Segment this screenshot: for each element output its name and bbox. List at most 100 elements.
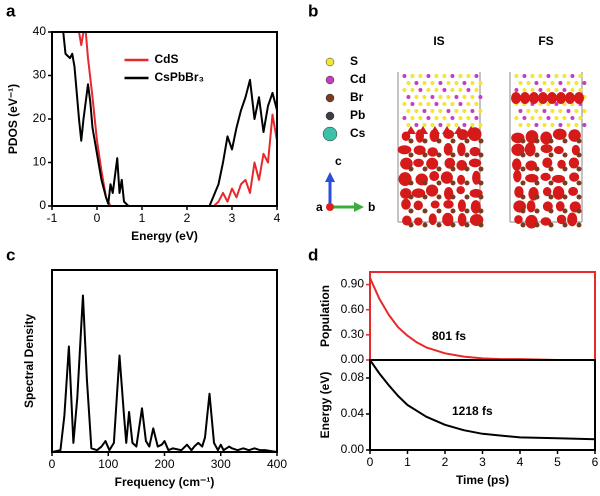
- atom: [402, 116, 407, 120]
- density: [556, 92, 566, 104]
- x-tick-label: 2: [442, 455, 449, 469]
- atom: [520, 138, 526, 144]
- atom: [576, 208, 582, 214]
- x-tick-label: 1: [404, 455, 411, 469]
- atom: [520, 222, 526, 228]
- atom-legend-marker: [325, 75, 335, 85]
- atom: [470, 81, 475, 85]
- atom: [438, 123, 443, 127]
- atom: [458, 88, 463, 92]
- atom: [418, 116, 423, 120]
- density: [401, 198, 411, 210]
- x-axis-label: Frequency (cm⁻¹): [115, 475, 215, 489]
- atom: [514, 74, 519, 78]
- density: [520, 92, 530, 104]
- atom: [526, 109, 531, 113]
- atom: [570, 116, 575, 120]
- atom: [414, 95, 419, 99]
- atom: [562, 88, 567, 92]
- density: [470, 200, 481, 214]
- y-tick-label: 0.30: [341, 327, 365, 341]
- density: [547, 92, 557, 104]
- atom: [458, 116, 463, 120]
- atom: [442, 74, 447, 78]
- x-tick-label: 5: [554, 455, 561, 469]
- density: [457, 174, 466, 185]
- atom: [474, 102, 479, 106]
- density: [511, 143, 525, 156]
- density: [440, 171, 453, 184]
- atom: [426, 116, 431, 120]
- atom: [436, 208, 442, 214]
- atom: [466, 88, 471, 92]
- atom: [410, 88, 415, 92]
- x-axis-label: Energy (eV): [131, 229, 198, 243]
- data-line: [52, 294, 277, 452]
- atom: [546, 116, 551, 120]
- atom: [410, 74, 415, 78]
- plot-frame: [369, 271, 596, 361]
- density: [513, 169, 522, 183]
- atom: [434, 88, 439, 92]
- atom: [436, 222, 442, 228]
- atom: [430, 95, 435, 99]
- atom-legend-label: Pb: [350, 108, 365, 122]
- atom: [520, 180, 526, 186]
- atom: [576, 166, 582, 172]
- atom: [450, 222, 456, 228]
- atom: [408, 222, 414, 228]
- density: [538, 92, 548, 104]
- atom: [462, 81, 467, 85]
- density: [456, 186, 465, 195]
- density: [457, 199, 466, 212]
- x-tick-label: 400: [267, 457, 287, 471]
- atom: [530, 74, 535, 78]
- atom: [548, 152, 554, 158]
- atom: [402, 102, 407, 106]
- axis-origin: [326, 203, 334, 211]
- density: [568, 157, 580, 169]
- density: [398, 172, 412, 186]
- atom: [436, 152, 442, 158]
- atom: [548, 222, 554, 228]
- atom: [478, 208, 484, 214]
- atom: [408, 208, 414, 214]
- atom: [450, 138, 456, 144]
- atom: [462, 123, 467, 127]
- atom: [422, 180, 428, 186]
- atom: [550, 109, 555, 113]
- y-tick-label: 0.60: [341, 302, 365, 316]
- atom: [406, 123, 411, 127]
- atom: [576, 152, 582, 158]
- atom: [478, 194, 484, 200]
- atom: [474, 116, 479, 120]
- atom: [450, 102, 455, 106]
- atom-legend-label: S: [350, 54, 358, 68]
- atom: [578, 116, 583, 120]
- density: [542, 187, 552, 197]
- atom: [408, 138, 414, 144]
- y-tick-label: 40: [33, 24, 47, 38]
- density: [555, 201, 565, 212]
- atom: [446, 81, 451, 85]
- y-tick-label: 10: [33, 155, 47, 169]
- density: [457, 212, 467, 227]
- density: [557, 159, 566, 169]
- density: [429, 171, 440, 182]
- density: [514, 215, 523, 224]
- atom: [442, 116, 447, 120]
- atom: [470, 95, 475, 99]
- annotation: 1218 fs: [452, 404, 493, 418]
- atom: [562, 180, 568, 186]
- atom: [562, 138, 568, 144]
- atom: [406, 81, 411, 85]
- atom: [422, 95, 427, 99]
- atom: [466, 74, 471, 78]
- atom: [466, 116, 471, 120]
- x-axis-label: Time (ps): [456, 473, 509, 487]
- atom: [530, 116, 535, 120]
- atom: [402, 88, 407, 92]
- atom: [450, 116, 455, 120]
- atom: [548, 194, 554, 200]
